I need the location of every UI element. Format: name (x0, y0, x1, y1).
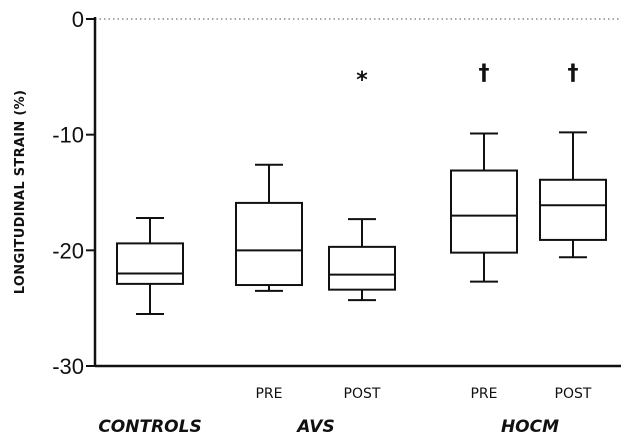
significance-marker: † (568, 61, 579, 86)
significance-marker: * (356, 68, 368, 93)
iqr-box (539, 178, 607, 241)
x-sub-label: POST (555, 386, 592, 402)
y-ticks: 0 -10 -20 -30 (52, 7, 95, 379)
box-hocm-pre: † (450, 61, 518, 283)
box-hocm-post: † (539, 61, 607, 259)
y-axis-label: LONGITUDINAL STRAIN (%) (13, 90, 28, 294)
x-group-label: CONTROLS (98, 417, 201, 437)
box-controls (116, 216, 184, 315)
x-sub-label: POST (344, 386, 381, 402)
x-group-label: HOCM (501, 417, 559, 437)
y-tick-label: -30 (52, 354, 84, 379)
y-tick-label: 0 (72, 7, 84, 32)
boxes: * † † (116, 61, 607, 315)
x-sub-label: PRE (255, 386, 282, 402)
box-avs-pre (235, 163, 303, 292)
iqr-box (328, 245, 396, 291)
iqr-box (116, 242, 184, 285)
x-group-label: AVS (295, 417, 334, 437)
y-tick-label: -20 (52, 238, 84, 263)
iqr-box (450, 169, 518, 254)
box-avs-post: * (328, 68, 396, 302)
significance-marker: † (479, 61, 490, 86)
iqr-box (235, 201, 303, 287)
y-tick-label: -10 (52, 123, 84, 148)
x-sub-label: PRE (470, 386, 497, 402)
x-labels: PRE POST PRE POST CONTROLS AVS HOCM (98, 386, 592, 437)
